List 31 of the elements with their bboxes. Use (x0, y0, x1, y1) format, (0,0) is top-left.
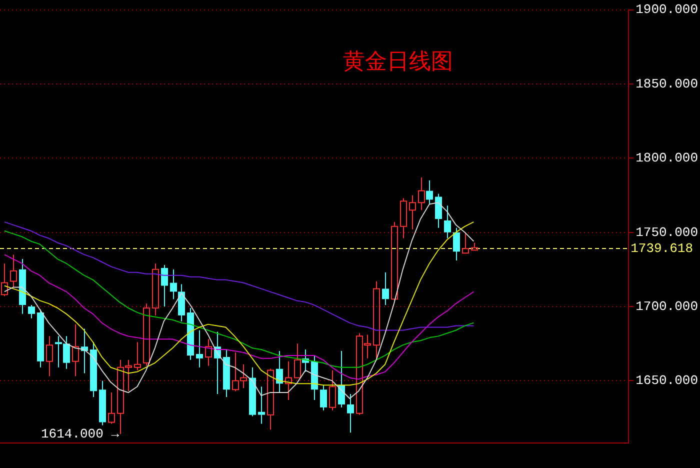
y-tick-label: 1750.000 (636, 224, 698, 240)
candlestick (347, 394, 354, 434)
candlestick (170, 268, 177, 300)
candlestick (285, 360, 292, 400)
candlestick (46, 336, 53, 377)
y-tick-label: 1650.000 (636, 373, 698, 388)
candlestick (72, 324, 79, 377)
candlestick (409, 194, 416, 230)
text: 黄金日线图 (342, 50, 453, 75)
candlestick (196, 330, 203, 368)
ref-line-label: 1739.618 (630, 240, 694, 256)
candlestick (205, 338, 212, 366)
candlestick (258, 386, 265, 424)
candlestick (152, 262, 159, 316)
candlestick (382, 272, 389, 306)
candlestick (444, 205, 451, 239)
candlestick (426, 180, 433, 205)
candlestick (178, 284, 185, 322)
y-tick-label: 1850.000 (636, 76, 698, 92)
y-tick-label: 1800.000 (636, 150, 698, 166)
y-tick-label: 1900.000 (636, 2, 698, 18)
candlestick (320, 384, 327, 411)
candlestick (418, 176, 425, 211)
candlestick (338, 350, 345, 408)
y-tick-label: 1700.000 (636, 298, 698, 314)
candlestick (161, 264, 168, 308)
candlestick (28, 304, 35, 319)
candlestick (435, 193, 442, 228)
annotation: 1614.000 → (40, 426, 120, 442)
candlestick (276, 350, 283, 394)
candlestick (453, 227, 460, 262)
